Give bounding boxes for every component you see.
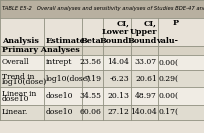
Text: Linear.: Linear. (2, 108, 28, 116)
Text: 0.00(: 0.00( (158, 92, 178, 100)
Text: dose10: dose10 (45, 92, 73, 100)
Text: dose10: dose10 (2, 95, 29, 103)
Text: 20.61: 20.61 (135, 75, 157, 83)
Text: Trend in: Trend in (2, 73, 34, 81)
Text: Bound: Bound (100, 37, 129, 45)
Bar (0, 46, 204, 55)
Text: -6.23: -6.23 (110, 75, 129, 83)
Bar (0, 70, 204, 87)
Text: 0.29(: 0.29( (158, 75, 178, 83)
Text: Overall: Overall (2, 58, 29, 66)
Bar (0, 18, 204, 46)
Text: valu-: valu- (156, 37, 178, 45)
Text: 48.97: 48.97 (135, 92, 157, 100)
Text: P: P (172, 19, 178, 27)
Text: Bound: Bound (128, 37, 157, 45)
Text: Upper: Upper (129, 28, 157, 36)
Text: 0.00(: 0.00( (158, 58, 178, 66)
Text: CI,: CI, (116, 19, 129, 27)
Text: 7.19: 7.19 (85, 75, 102, 83)
Text: 27.12: 27.12 (108, 108, 129, 116)
Text: intrept: intrept (45, 58, 72, 66)
Text: Analysis: Analysis (2, 37, 39, 45)
Text: dose10: dose10 (45, 108, 73, 116)
Bar (0, 0, 204, 18)
Text: 34.55: 34.55 (80, 92, 102, 100)
Text: Primary Analyses: Primary Analyses (2, 46, 79, 54)
Text: CI,: CI, (144, 19, 157, 27)
Text: 20.13: 20.13 (107, 92, 129, 100)
Text: 14.04: 14.04 (108, 58, 129, 66)
Text: log10(dose): log10(dose) (45, 75, 91, 83)
Text: Estimate: Estimate (45, 37, 85, 45)
Text: 0.17(: 0.17( (158, 108, 178, 116)
Text: Lower: Lower (102, 28, 129, 36)
Bar (0, 55, 204, 70)
Bar (0, 87, 204, 105)
Text: 140.04: 140.04 (130, 108, 157, 116)
Text: Linear in: Linear in (2, 90, 36, 98)
Text: 23.56: 23.56 (80, 58, 102, 66)
Text: Beta: Beta (81, 37, 102, 45)
Bar (0, 105, 204, 120)
Text: log10(dose): log10(dose) (2, 78, 47, 86)
Text: TABLE E5-2   Overall analyses and sensitivity analyses of Studies BDE-47 and lat: TABLE E5-2 Overall analyses and sensitiv… (2, 7, 204, 11)
Text: 33.07: 33.07 (135, 58, 157, 66)
Text: 60.06: 60.06 (80, 108, 102, 116)
